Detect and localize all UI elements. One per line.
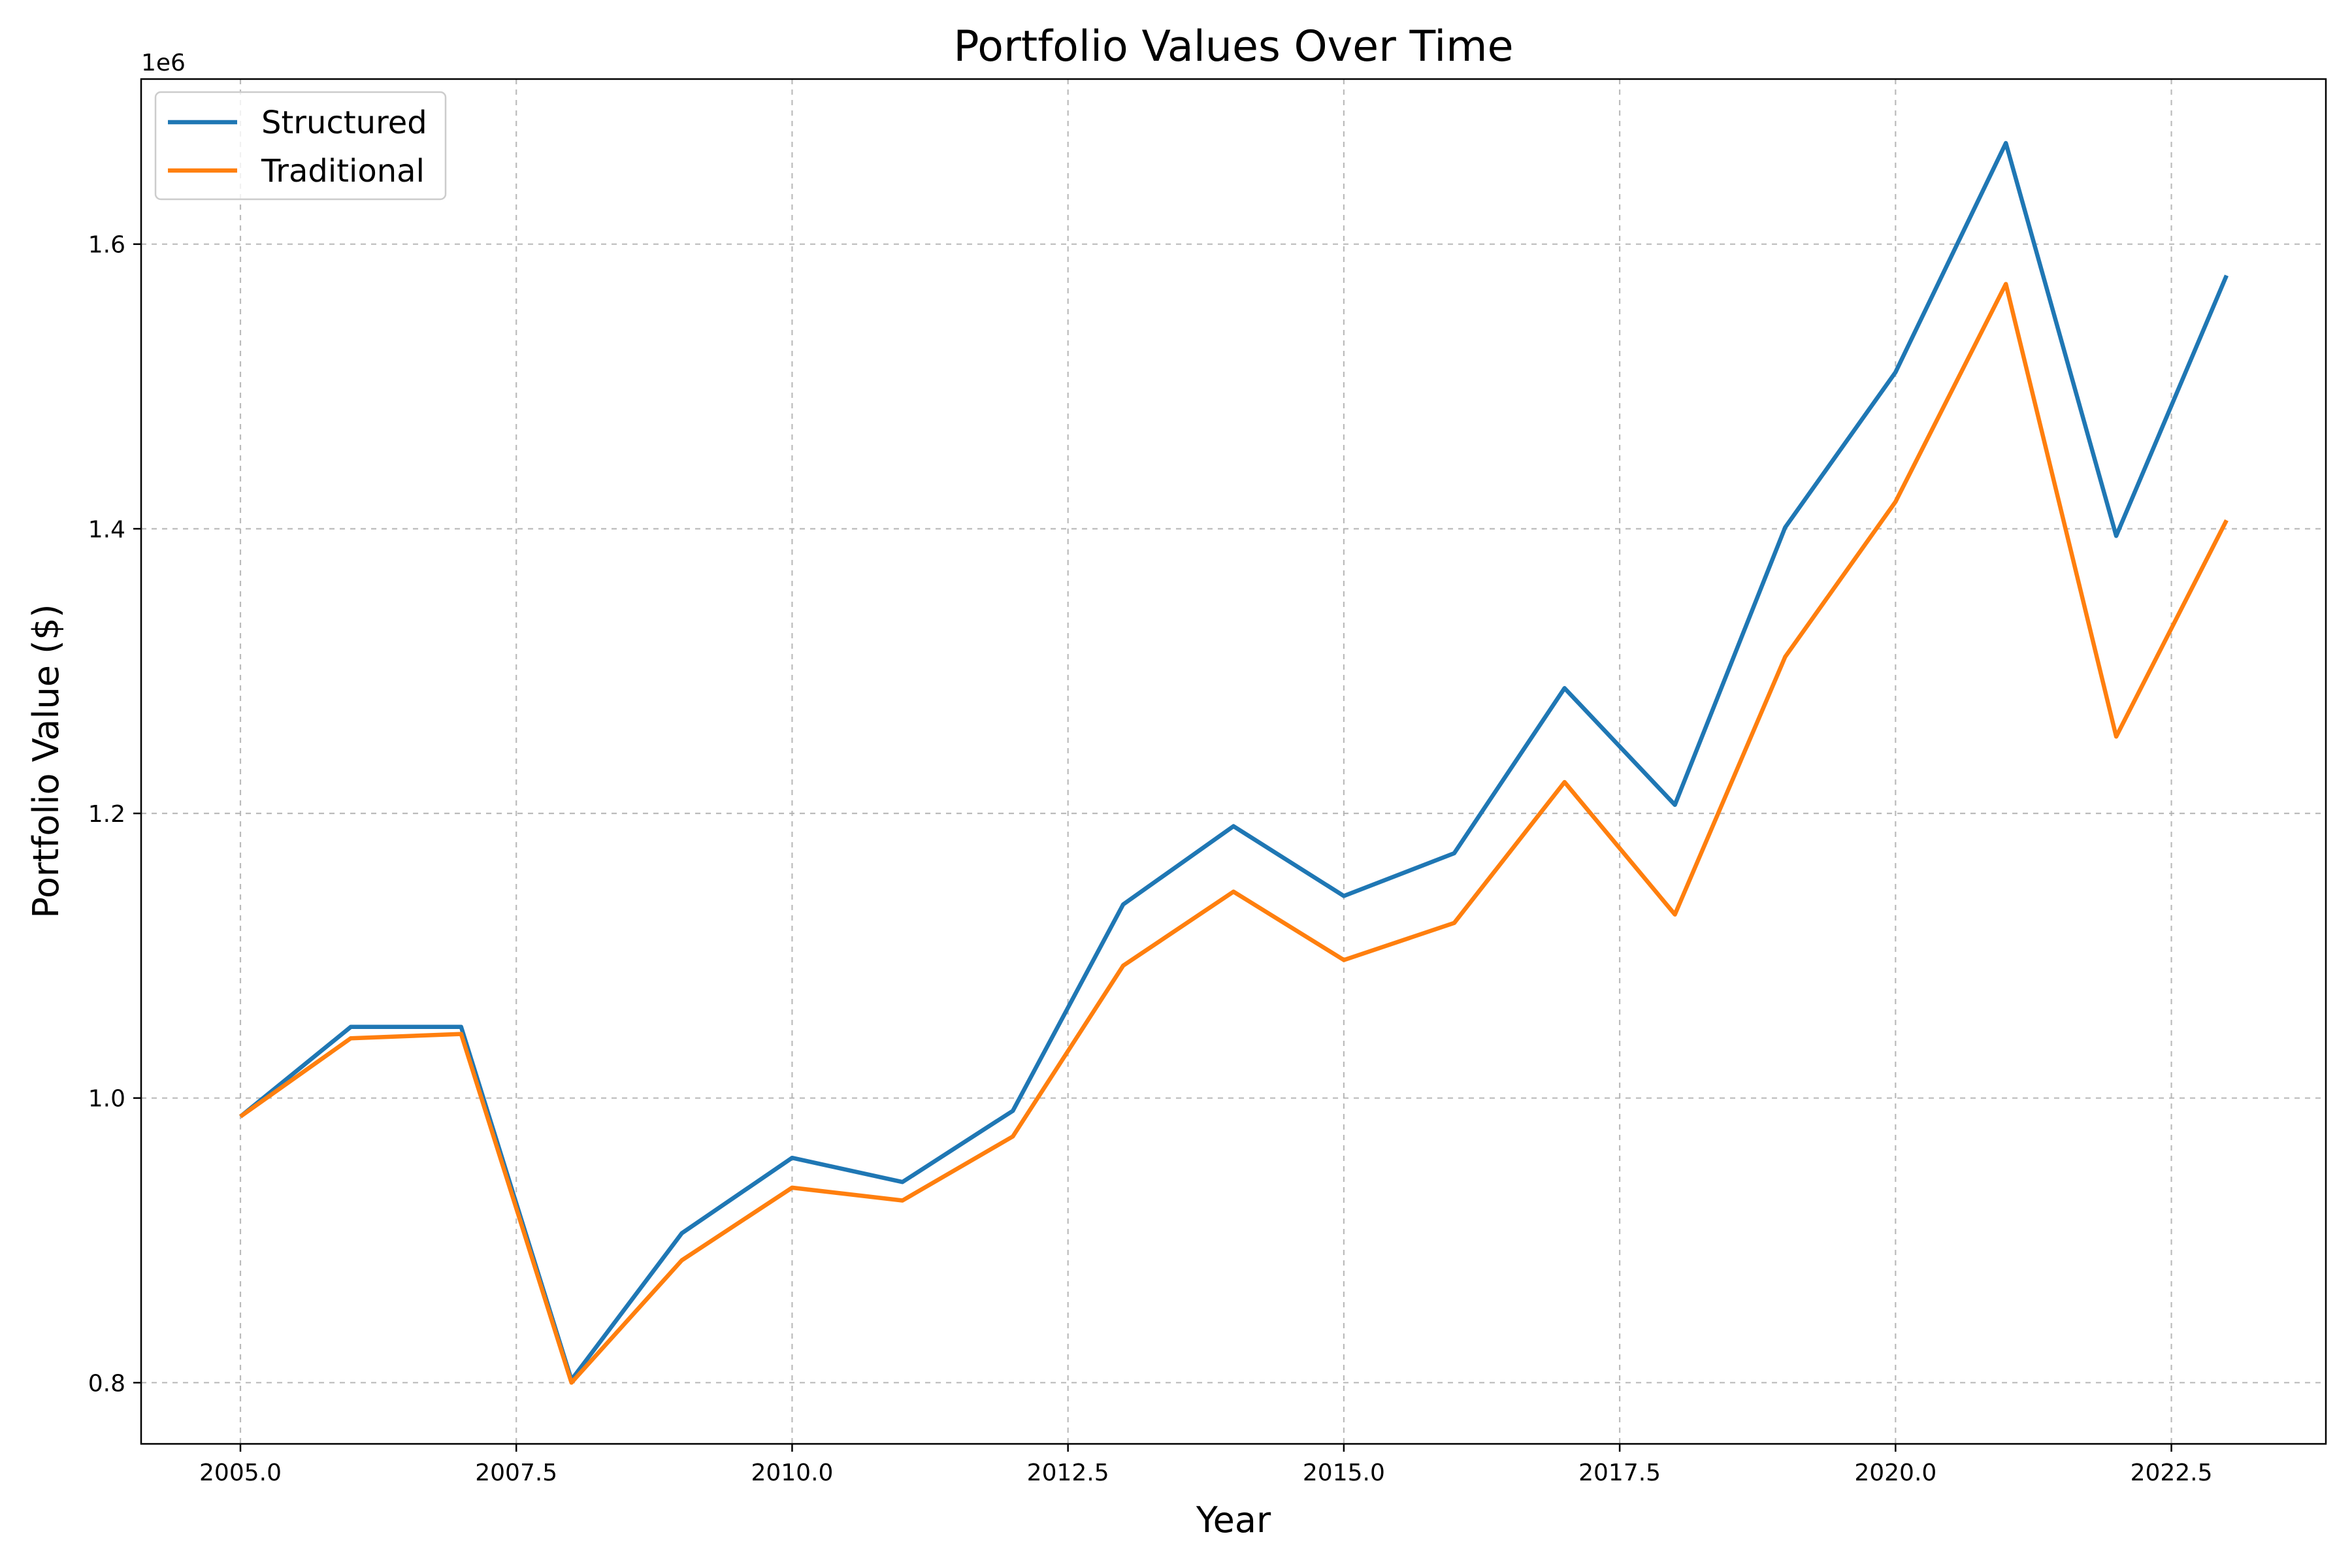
legend: Structured Traditional (154, 91, 447, 201)
y-tick-label: 0.8 (88, 1370, 125, 1397)
x-tick-label: 2020.0 (1854, 1460, 1936, 1486)
series-lines (238, 140, 2229, 1385)
y-axis-offset-label: 1e6 (141, 50, 186, 76)
chart-title: Portfolio Values Over Time (953, 22, 1513, 71)
x-tick-label: 2015.0 (1303, 1460, 1385, 1486)
x-tick-label: 2010.0 (751, 1460, 833, 1486)
grid (141, 79, 2326, 1444)
x-tick-label: 2012.5 (1027, 1460, 1109, 1486)
y-tick-label: 1.4 (88, 516, 125, 543)
x-tick-label: 2022.5 (2131, 1460, 2213, 1486)
x-tick-label: 2017.5 (1578, 1460, 1661, 1486)
plot-frame (140, 78, 2327, 1445)
y-tick-label: 1.6 (88, 232, 125, 259)
x-tick-label: 2005.0 (199, 1460, 282, 1486)
y-tick-label: 1.2 (88, 801, 125, 828)
y-axis-label: Portfolio Value ($) (25, 604, 67, 918)
x-axis-label: Year (1196, 1499, 1271, 1541)
series-line-traditional (239, 282, 2229, 1385)
x-tick-label: 2007.5 (475, 1460, 557, 1486)
y-tick-label: 1.0 (88, 1086, 125, 1113)
y-axis-ticks: 0.8 1.0 1.2 1.4 1.6 (88, 232, 141, 1397)
legend-label-structured: Structured (261, 105, 427, 141)
legend-label-traditional: Traditional (261, 153, 425, 189)
x-axis-ticks: 2005.0 2007.5 2010.0 2012.5 2015.0 2017.5 2020… (199, 1444, 2213, 1486)
